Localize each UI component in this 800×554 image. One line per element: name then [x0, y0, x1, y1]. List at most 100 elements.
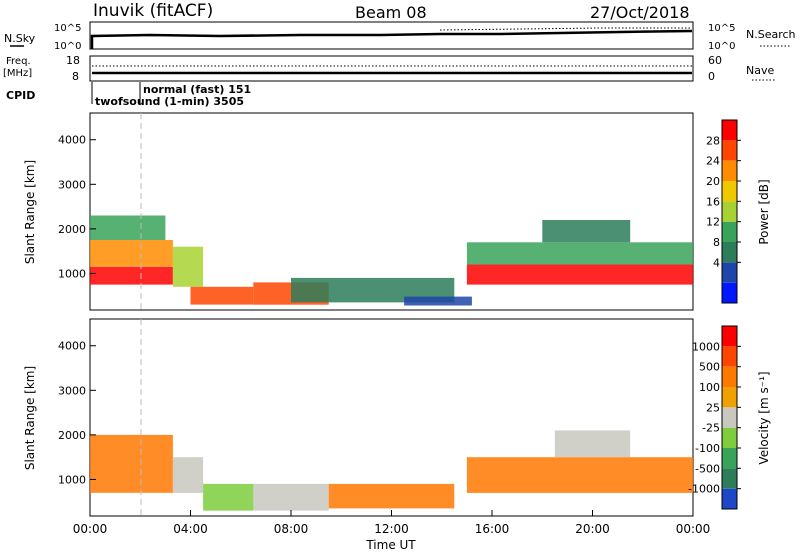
beam-title: Beam 08	[355, 3, 427, 22]
freq-unit-label: [MHz]	[3, 68, 32, 79]
x-tick-label: 04:00	[173, 522, 208, 536]
colorbar-tick-label: 100	[699, 381, 720, 394]
x-tick-label: 00:00	[676, 522, 711, 536]
power-y-ticks: 4000 3000 2000 1000	[58, 134, 96, 280]
colorbar-tick-label: 24	[706, 155, 720, 168]
x-tick-label: 20:00	[575, 522, 610, 536]
colorbar-segment	[722, 387, 737, 408]
colorbar-segment	[722, 120, 737, 141]
nsearch-tick-bottom: 10^0	[708, 41, 735, 52]
echo-region-7	[404, 296, 472, 306]
y-tick-label: 2000	[58, 429, 86, 442]
colorbar-tick-label: -1000	[688, 483, 720, 496]
echo-region-9	[466, 242, 693, 265]
cpid-mode-normal: normal (fast) 151	[143, 83, 251, 96]
echo-region-0	[90, 266, 173, 285]
y-tick-label: 1000	[58, 473, 86, 486]
freq-tick-top: 18	[66, 54, 80, 67]
colorbar-tick-label: 25	[706, 401, 720, 414]
station-title: Inuvik (fitACF)	[93, 1, 213, 21]
colorbar-tick-label: 8	[713, 236, 720, 249]
nsky-panel: N.Sky 10^5 10^0 10^5 10^0 N.Search	[4, 21, 796, 52]
x-tick-label: 16:00	[475, 522, 510, 536]
colorbar-tick-label: 500	[699, 361, 720, 374]
velocity-x-ticks: 00:00 04:00 08:00 12:00 16:00 20:00 00:00	[73, 510, 711, 536]
colorbar-tick-label: 4	[713, 256, 720, 269]
colorbar-segment	[722, 326, 737, 347]
nave-label: Nave	[746, 64, 774, 77]
colorbar-segment	[722, 160, 737, 181]
power-panel: 4000 3000 2000 1000 Slant Range [km] 28 24 20…	[23, 112, 771, 311]
colorbar-segment	[722, 181, 737, 202]
nsky-tick-top: 10^5	[54, 23, 81, 34]
echo-region-3	[172, 246, 204, 287]
echo-region-2	[90, 215, 166, 240]
echo-region-4	[328, 483, 455, 509]
nsky-tick-bottom: 10^0	[54, 41, 81, 52]
velocity-echoes	[90, 430, 693, 511]
nsearch-label: N.Search	[746, 28, 796, 41]
freq-label: Freq.	[6, 56, 31, 67]
date-title: 27/Oct/2018	[590, 3, 690, 22]
freq-panel: Freq. [MHz] 18 8 60 0 Nave	[3, 54, 775, 83]
colorbar-tick-label: 12	[706, 216, 720, 229]
echo-region-2	[203, 483, 254, 511]
colorbar-frame	[721, 119, 738, 304]
power-echoes	[90, 215, 693, 306]
echo-region-5	[466, 457, 693, 493]
y-tick-label: 1000	[58, 267, 86, 280]
echo-region-4	[190, 286, 254, 305]
nsky-line	[90, 29, 693, 49]
colorbar-segment	[722, 140, 737, 161]
colorbar-segment	[722, 242, 737, 263]
nsearch-line	[439, 27, 692, 31]
echo-region-1	[172, 457, 204, 493]
colorbar-segment	[722, 488, 737, 509]
velocity-panel: 4000 3000 2000 1000 00:00 04:00 08:00 12:00 16:…	[23, 318, 771, 552]
colorbar-segment	[722, 468, 737, 489]
x-axis-label: Time UT	[365, 538, 416, 552]
velocity-colorbar: 1000 500 100 25 -25 -100 -500 -1000	[688, 325, 741, 510]
colorbar-segment	[722, 201, 737, 222]
cpid-label: CPID	[6, 89, 35, 102]
nsearch-tick-top: 10^5	[708, 23, 735, 34]
colorbar-segment	[722, 427, 737, 448]
x-tick-label: 12:00	[374, 522, 409, 536]
colorbar-tick-label: 28	[706, 134, 720, 147]
cpid-mode-twofsound: twofsound (1-min) 3505	[95, 95, 244, 108]
echo-region-1	[90, 240, 173, 267]
power-colorbar: 28 24 20 16 12 8 4	[706, 119, 741, 304]
freq-tick-bottom: 8	[72, 70, 79, 83]
y-tick-label: 2000	[58, 223, 86, 236]
colorbar-tick-label: -100	[695, 442, 720, 455]
y-tick-label: 3000	[58, 384, 86, 397]
colorbar-tick-label: -25	[702, 422, 720, 435]
colorbar-segment	[722, 448, 737, 469]
y-tick-label: 4000	[58, 134, 86, 147]
colorbar-tick-label: 1000	[692, 340, 720, 353]
colorbar-segment	[722, 262, 737, 283]
colorbar-frame	[721, 325, 738, 510]
colorbar-segment	[722, 282, 737, 303]
colorbar-tick-label: 16	[706, 195, 720, 208]
colorbar-segment	[722, 366, 737, 387]
echo-region-3	[253, 483, 329, 511]
velocity-y-axis-label: Slant Range [km]	[23, 366, 37, 470]
colorbar-tick-label: -500	[695, 462, 720, 475]
nave-tick-bottom: 0	[708, 70, 715, 83]
colorbar-tick-label: 20	[706, 175, 720, 188]
power-colorbar-label: Power [dB]	[757, 179, 771, 244]
y-tick-label: 3000	[58, 178, 86, 191]
x-tick-label: 00:00	[73, 522, 108, 536]
colorbar-segment	[722, 221, 737, 242]
nsky-label: N.Sky	[4, 32, 36, 45]
echo-region-6	[554, 430, 631, 458]
velocity-y-ticks: 4000 3000 2000 1000	[58, 340, 96, 486]
echo-region-8	[466, 264, 693, 285]
cpid-panel: CPID normal (fast) 151 twofsound (1-min)…	[6, 82, 251, 108]
nave-tick-top: 60	[708, 54, 722, 67]
colorbar-segment	[722, 346, 737, 367]
echo-region-10	[542, 220, 631, 243]
colorbar-segment	[722, 407, 737, 428]
